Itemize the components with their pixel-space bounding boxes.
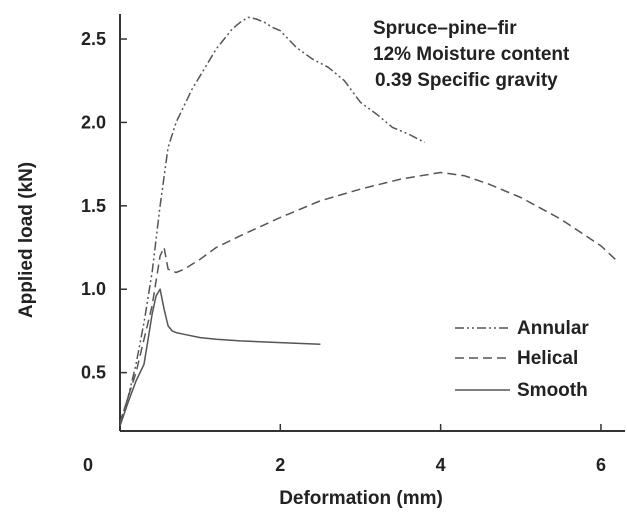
axes: 0 2 4 6 0.5 1.0 1.5 2.0 2.5: [81, 14, 625, 475]
legend-label-helical: Helical: [517, 348, 578, 369]
x-ticks: 0 2 4 6: [83, 424, 606, 475]
annotation-moisture: 12% Moisture content: [373, 44, 570, 65]
annotation-species: Spruce–pine–fir: [373, 18, 517, 39]
series-line-helical: [119, 171, 618, 423]
x-axis-title: Deformation (mm): [279, 488, 443, 509]
series-layer: [119, 16, 618, 427]
legend-label-smooth: Smooth: [517, 380, 588, 401]
y-tick-label: 2.0: [81, 112, 106, 132]
x-tick-label: 4: [436, 455, 446, 475]
y-tick-label: 2.5: [81, 29, 106, 49]
x-tick-label: 0: [83, 455, 93, 475]
legend: Annular Helical Smooth: [455, 318, 589, 401]
x-tick-label: 2: [275, 455, 285, 475]
y-tick-label: 0.5: [81, 363, 106, 383]
y-ticks: 0.5 1.0 1.5 2.0 2.5: [81, 29, 127, 383]
x-tick-label: 6: [596, 455, 606, 475]
series-line-annular: [119, 16, 425, 423]
legend-label-annular: Annular: [517, 318, 589, 339]
series-line-smooth: [119, 288, 321, 427]
y-tick-label: 1.0: [81, 279, 106, 299]
y-axis-title: Applied load (kN): [16, 162, 37, 318]
annotation-gravity: 0.39 Specific gravity: [375, 70, 558, 91]
y-tick-label: 1.5: [81, 196, 106, 216]
